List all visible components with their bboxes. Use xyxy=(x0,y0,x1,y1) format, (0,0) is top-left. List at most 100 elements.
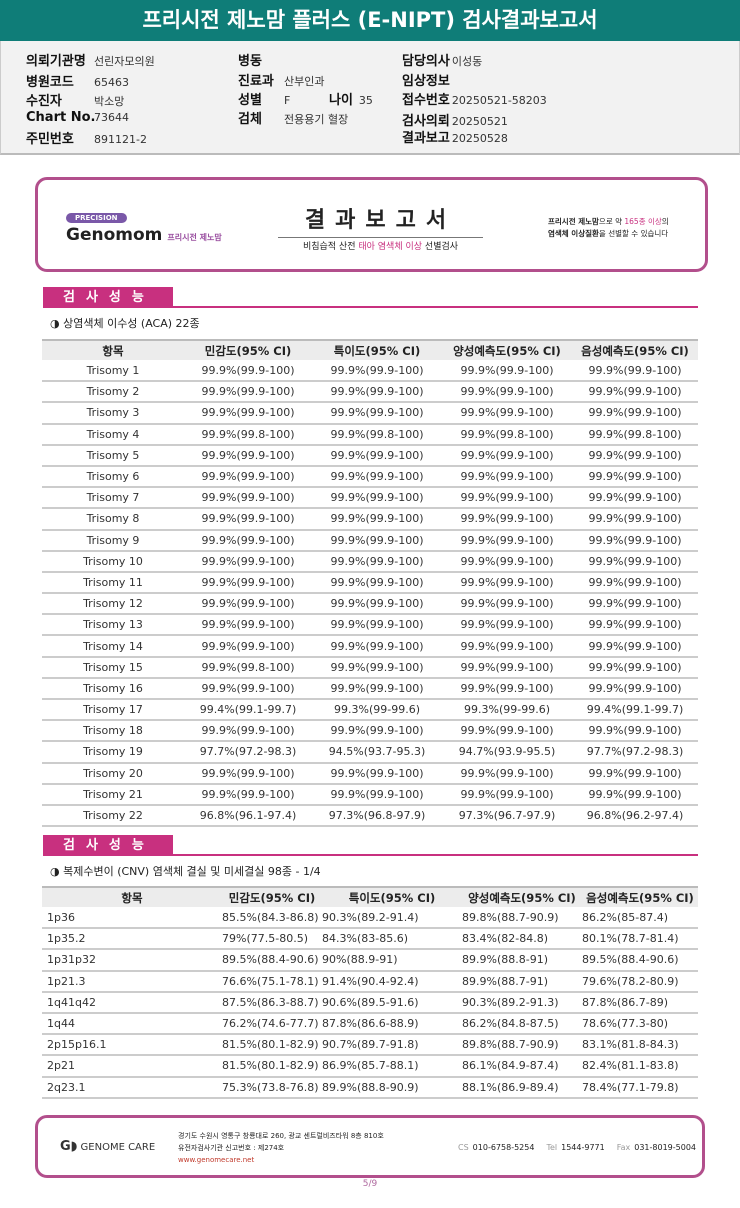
institution-field: 의뢰기관명 선린자모의원 xyxy=(26,54,155,69)
metric-cell: 99.9%(99.9-100) xyxy=(572,402,698,425)
precision-badge: PRECISION xyxy=(66,213,127,223)
metric-cell: 86.1%(84.9-87.4) xyxy=(462,1055,582,1078)
item-cell: Trisomy 16 xyxy=(42,677,184,701)
table-row: Trisomy 21 99.9%(99.9-100) 99.9%(99.9-100)… xyxy=(42,783,698,806)
genome-care-logo: G◗ GENOME CARE xyxy=(60,1139,156,1154)
metric-cell: 99.9%(99.9-100) xyxy=(312,593,442,616)
metric-cell: 99.9%(99.9-100) xyxy=(572,381,698,404)
specimen-field: 검체 전용용기 혈장 xyxy=(238,112,349,127)
metric-cell: 99.9%(99.9-100) xyxy=(184,529,312,552)
section-header-performance: 검사성능 xyxy=(43,287,698,308)
metric-cell: 83.1%(81.8-84.3) xyxy=(582,1034,698,1057)
item-cell: Trisomy 7 xyxy=(42,487,184,510)
metric-cell: 89.5%(88.4-90.6) xyxy=(222,949,322,972)
item-cell: 2q23.1 xyxy=(42,1076,222,1099)
item-cell: Trisomy 12 xyxy=(42,593,184,616)
age-field: 나이 35 xyxy=(329,93,373,108)
metric-cell: 99.9%(99.9-100) xyxy=(184,360,312,383)
metric-cell: 99.9%(99.9-100) xyxy=(572,635,698,658)
metric-cell: 99.9%(99.9-100) xyxy=(312,508,442,531)
item-cell: Trisomy 6 xyxy=(42,465,184,489)
metric-cell: 90.3%(89.2-91.3) xyxy=(462,991,582,1014)
metric-cell: 84.3%(83-85.6) xyxy=(322,928,462,951)
patient-info-panel: 의뢰기관명 선린자모의원 병원코드 65463 수진자 박소망 Chart No.73… xyxy=(0,41,740,155)
metric-cell: 99.9%(99.9-100) xyxy=(312,762,442,785)
table-row: Trisomy 10 99.9%(99.9-100) 99.9%(99.9-100)… xyxy=(42,550,698,573)
table-row: Trisomy 6 99.9%(99.9-100) 99.9%(99.9-100) 9… xyxy=(42,465,698,489)
metric-cell: 99.9%(99.9-100) xyxy=(184,402,312,425)
metric-cell: 89.9%(88.7-91) xyxy=(462,970,582,993)
metric-cell: 99.3%(99-99.6) xyxy=(312,699,442,722)
table-row: Trisomy 19 97.7%(97.2-98.3) 94.5%(93.7-95.… xyxy=(42,741,698,764)
item-cell: Trisomy 11 xyxy=(42,571,184,595)
metric-cell: 86.2%(84.8-87.5) xyxy=(462,1012,582,1036)
table-row: Trisomy 11 99.9%(99.9-100) 99.9%(99.9-100)… xyxy=(42,571,698,595)
metric-cell: 99.9%(99.9-100) xyxy=(184,762,312,785)
table-row: Trisomy 14 99.9%(99.9-100) 99.9%(99.9-100)… xyxy=(42,635,698,658)
item-cell: Trisomy 20 xyxy=(42,762,184,785)
metric-cell: 99.9%(99.8-100) xyxy=(572,423,698,446)
item-cell: Trisomy 10 xyxy=(42,550,184,573)
aca-subtitle: ◑ 상염색체 이수성 (ACA) 22종 xyxy=(50,317,200,330)
metric-cell: 99.4%(99.1-99.7) xyxy=(572,699,698,722)
metric-cell: 99.9%(99.9-100) xyxy=(572,677,698,701)
item-cell: Trisomy 5 xyxy=(42,444,184,467)
metric-cell: 89.9%(88.8-91) xyxy=(462,949,582,972)
table-row: Trisomy 17 99.4%(99.1-99.7) 99.3%(99-99.6)… xyxy=(42,699,698,722)
page-number: 5/9 xyxy=(362,1179,378,1189)
metric-cell: 99.9%(99.9-100) xyxy=(442,381,572,404)
metric-cell: 86.2%(85-87.4) xyxy=(582,907,698,930)
item-cell: Trisomy 21 xyxy=(42,783,184,806)
item-cell: Trisomy 19 xyxy=(42,741,184,764)
metric-cell: 99.9%(99.9-100) xyxy=(442,444,572,467)
metric-cell: 99.9%(99.9-100) xyxy=(184,677,312,701)
metric-cell: 76.2%(74.6-77.7) xyxy=(222,1012,322,1036)
clinical-info-field: 임상정보 xyxy=(402,74,450,89)
metric-cell: 99.9%(99.9-100) xyxy=(184,783,312,806)
section-header-performance-2: 검사성능 xyxy=(43,835,698,856)
metric-cell: 99.9%(99.9-100) xyxy=(184,614,312,637)
metric-cell: 99.9%(99.9-100) xyxy=(572,762,698,785)
cnv-table: 항목 민감도(95% CI) 특이도(95% CI) 양성예측도(95% CI) 음성예… xyxy=(42,886,698,1099)
website-link[interactable]: www.genomecare.net xyxy=(178,1156,255,1164)
metric-cell: 99.9%(99.9-100) xyxy=(312,360,442,383)
metric-cell: 99.9%(99.9-100) xyxy=(442,635,572,658)
metric-cell: 99.9%(99.9-100) xyxy=(312,550,442,573)
item-cell: Trisomy 13 xyxy=(42,614,184,637)
metric-cell: 99.9%(99.9-100) xyxy=(312,487,442,510)
item-cell: 1q44 xyxy=(42,1012,222,1036)
column-header: 민감도(95% CI) xyxy=(184,339,312,360)
table-row: 2q23.1 75.3%(73.8-76.8) 89.9%(88.8-90.9) 88… xyxy=(42,1076,698,1099)
item-cell: Trisomy 9 xyxy=(42,529,184,552)
metric-cell: 99.9%(99.9-100) xyxy=(572,487,698,510)
metric-cell: 99.9%(99.9-100) xyxy=(184,465,312,489)
metric-cell: 99.3%(99-99.6) xyxy=(442,699,572,722)
chart-no-field: Chart No.73644 xyxy=(26,110,129,125)
metric-cell: 99.9%(99.9-100) xyxy=(312,571,442,595)
banner-title: 결과보고서 xyxy=(278,202,483,238)
column-header: 항목 xyxy=(42,339,184,360)
item-cell: 1p31p32 xyxy=(42,949,222,972)
table-row: Trisomy 16 99.9%(99.9-100) 99.9%(99.9-100)… xyxy=(42,677,698,701)
table-row: 2p21 81.5%(80.1-82.9) 86.9%(85.7-88.1) 86.1… xyxy=(42,1055,698,1078)
table-row: Trisomy 13 99.9%(99.9-100) 99.9%(99.9-100)… xyxy=(42,614,698,637)
metric-cell: 89.8%(88.7-90.9) xyxy=(462,907,582,930)
metric-cell: 99.9%(99.9-100) xyxy=(572,550,698,573)
request-date-field: 검사의뢰 20250521 xyxy=(402,114,508,129)
metric-cell: 99.9%(99.9-100) xyxy=(442,508,572,531)
patient-field: 수진자 박소망 xyxy=(26,94,125,109)
metric-cell: 99.9%(99.9-100) xyxy=(312,783,442,806)
metric-cell: 76.6%(75.1-78.1) xyxy=(222,970,322,993)
table-row: Trisomy 18 99.9%(99.9-100) 99.9%(99.9-100)… xyxy=(42,720,698,743)
item-cell: Trisomy 4 xyxy=(42,423,184,446)
table-row: Trisomy 4 99.9%(99.8-100) 99.9%(99.8-100) 9… xyxy=(42,423,698,446)
column-header: 특이도(95% CI) xyxy=(322,886,462,907)
metric-cell: 99.9%(99.8-100) xyxy=(184,423,312,446)
metric-cell: 99.9%(99.9-100) xyxy=(312,465,442,489)
metric-cell: 99.9%(99.9-100) xyxy=(184,444,312,467)
table-row: Trisomy 15 99.9%(99.8-100) 99.9%(99.9-100)… xyxy=(42,656,698,679)
table-row: 1p31p32 89.5%(88.4-90.6) 90%(88.9-91) 89.9%… xyxy=(42,949,698,972)
table-row: Trisomy 20 99.9%(99.9-100) 99.9%(99.9-100)… xyxy=(42,762,698,785)
item-cell: Trisomy 15 xyxy=(42,656,184,679)
metric-cell: 99.9%(99.8-100) xyxy=(184,656,312,679)
